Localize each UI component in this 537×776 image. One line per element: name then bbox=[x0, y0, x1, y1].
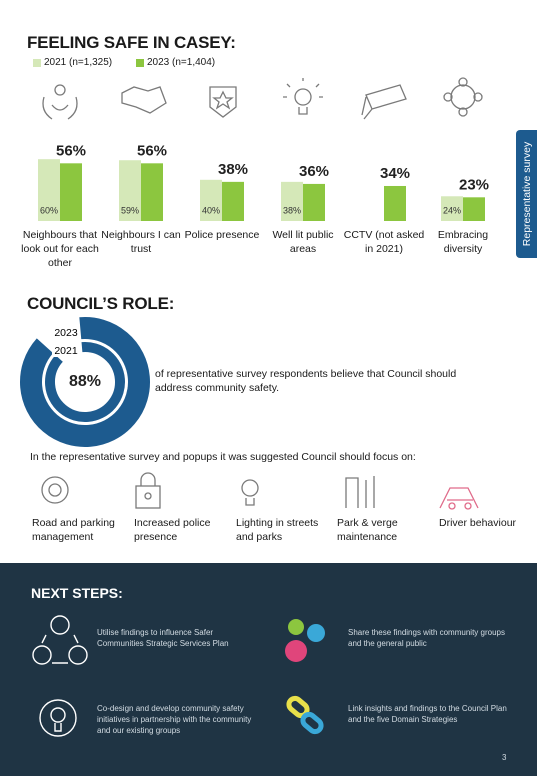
category-label: Neighbours that look out for each other bbox=[21, 229, 99, 269]
focus-label: Driver behaviour bbox=[439, 517, 517, 529]
focus-label: Increased police presence bbox=[134, 517, 211, 543]
section-title: COUNCIL’S ROLE: bbox=[27, 294, 175, 313]
icon bbox=[286, 695, 324, 735]
icon bbox=[41, 476, 69, 504]
label-bg bbox=[52, 344, 80, 357]
focus-icons bbox=[41, 472, 479, 510]
value-label: 56% bbox=[56, 142, 86, 159]
donut-ring bbox=[45, 342, 125, 422]
icon bbox=[135, 472, 161, 509]
bar bbox=[281, 181, 303, 221]
section-title: NEXT STEPS: bbox=[31, 585, 123, 601]
legend-item: 2023 (n=1,404) bbox=[136, 57, 215, 68]
icon bbox=[121, 86, 167, 114]
value-label: 40% bbox=[202, 205, 220, 215]
side-tab-label: Representative survey bbox=[520, 141, 533, 247]
value-label: 36% bbox=[299, 163, 329, 180]
bar-chart: 60% 56% 59% 56% 40% 38% 38% 36% 34% 24% 23% bbox=[38, 142, 489, 221]
legend-swatch bbox=[136, 58, 144, 67]
legend-item: 2021 (n=1,325) bbox=[33, 57, 112, 68]
bar bbox=[384, 185, 406, 221]
paragraph: In the representative survey and popups … bbox=[30, 451, 416, 463]
step-text: Utilise findings to influence Safer Comm… bbox=[97, 628, 229, 648]
icon bbox=[439, 487, 479, 510]
icon bbox=[443, 77, 483, 117]
value-label: 24% bbox=[443, 205, 461, 215]
legend-label: 2021 (n=1,325) bbox=[44, 57, 113, 68]
bar bbox=[119, 160, 141, 221]
icon bbox=[283, 78, 323, 115]
ring-label: 2021 bbox=[54, 345, 78, 357]
ring-label: 2023 bbox=[54, 327, 78, 339]
step-text: Co-design and develop community safety i… bbox=[97, 704, 252, 735]
value-label: 34% bbox=[380, 165, 410, 182]
bar bbox=[441, 196, 463, 221]
value-label: 56% bbox=[137, 142, 167, 159]
section-title: FEELING SAFE IN CASEY: bbox=[27, 33, 236, 52]
bar bbox=[463, 197, 485, 221]
icon bbox=[361, 84, 407, 120]
icon-row bbox=[42, 77, 483, 120]
bar bbox=[38, 159, 60, 221]
bar bbox=[200, 179, 222, 221]
side-tab: Representative survey bbox=[516, 130, 537, 258]
value-label: 38% bbox=[283, 205, 301, 215]
step-text: Link insights and findings to the Counci… bbox=[348, 704, 507, 724]
donut-chart: 2023 2021 88% bbox=[20, 317, 150, 447]
legend-label: 2023 (n=1,404) bbox=[147, 57, 216, 68]
legend-swatch bbox=[33, 58, 41, 67]
label-bg bbox=[52, 326, 80, 339]
icon bbox=[42, 84, 78, 120]
focus-label: Road and parking management bbox=[32, 517, 115, 543]
donut-ring bbox=[20, 317, 150, 447]
bar bbox=[141, 163, 163, 221]
icon bbox=[241, 479, 259, 506]
value-label: 60% bbox=[40, 205, 58, 215]
bar bbox=[303, 183, 325, 221]
icon bbox=[285, 619, 325, 662]
icon bbox=[345, 476, 375, 508]
next-icons bbox=[32, 615, 325, 737]
value-label: 59% bbox=[121, 205, 139, 215]
category-label: Police presence bbox=[184, 229, 260, 241]
paragraph: of representative survey respondents bel… bbox=[155, 368, 457, 394]
bar bbox=[222, 181, 244, 221]
category-label: Well lit public areas bbox=[272, 229, 334, 255]
focus-label: Lighting in streets and parks bbox=[236, 517, 319, 543]
donut-value: 88% bbox=[69, 373, 101, 390]
step-text: Share these findings with community grou… bbox=[348, 628, 505, 648]
icon bbox=[32, 615, 88, 665]
value-label: 23% bbox=[459, 176, 489, 193]
page-number: 3 bbox=[502, 753, 507, 762]
category-label: Embracing diversity bbox=[437, 229, 489, 255]
icon bbox=[39, 699, 77, 737]
bar bbox=[60, 163, 82, 221]
category-label: Neighbours I can trust bbox=[101, 229, 181, 255]
value-label: 38% bbox=[218, 161, 248, 178]
icon bbox=[209, 86, 237, 118]
category-label: CCTV (not asked in 2021) bbox=[343, 229, 425, 255]
next-steps-panel: NEXT STEPS: Utilise findings to influenc… bbox=[0, 563, 537, 776]
focus-label: Park & verge maintenance bbox=[337, 517, 398, 543]
